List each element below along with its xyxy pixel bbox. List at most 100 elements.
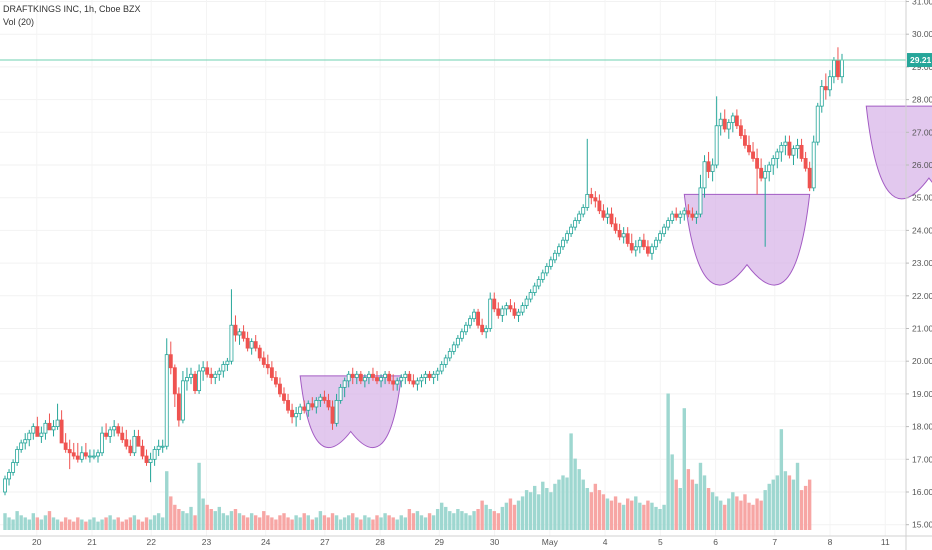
time-tick-label: 29 bbox=[435, 537, 445, 547]
volume-bar bbox=[625, 498, 630, 530]
volume-bar bbox=[532, 485, 537, 530]
cup-pattern bbox=[683, 193, 811, 286]
volume-bar bbox=[678, 488, 682, 530]
volume-bar bbox=[621, 504, 626, 530]
candle-body bbox=[83, 452, 88, 457]
candle-body bbox=[229, 324, 234, 362]
volume-bar bbox=[181, 511, 185, 530]
volume-bar bbox=[367, 517, 371, 530]
candle-body bbox=[63, 442, 68, 450]
volume-bar bbox=[80, 519, 84, 530]
price-tick-label: 27.00 bbox=[912, 127, 932, 137]
volume-bar bbox=[318, 511, 323, 530]
price-tick-label: 24.00 bbox=[912, 225, 932, 235]
price-tick-label: 25.00 bbox=[912, 193, 932, 203]
price-tick-label: 15.00 bbox=[912, 520, 932, 530]
volume-bar bbox=[779, 429, 784, 530]
candlesticks bbox=[3, 47, 844, 496]
candle-body bbox=[249, 341, 254, 349]
cup-patterns bbox=[299, 105, 932, 449]
candle-body bbox=[261, 357, 266, 365]
candle-body bbox=[92, 455, 96, 458]
volume-bar bbox=[456, 509, 460, 530]
candle-body bbox=[100, 432, 104, 454]
candle-body bbox=[451, 344, 456, 352]
volume-bar bbox=[658, 509, 662, 530]
candle-body bbox=[7, 471, 11, 480]
candle-body bbox=[71, 452, 76, 457]
candle-body bbox=[124, 439, 129, 447]
price-axis[interactable]: 31.0030.0029.0028.0027.0026.0025.0024.00… bbox=[905, 0, 932, 550]
volume-bar bbox=[383, 513, 387, 530]
time-tick-label: 6 bbox=[713, 537, 718, 547]
candle-body bbox=[528, 292, 533, 300]
candle-body bbox=[237, 331, 242, 336]
time-tick-label: 22 bbox=[146, 537, 156, 547]
volume-bar bbox=[326, 517, 331, 530]
volume-bar bbox=[160, 517, 165, 530]
volume-bar bbox=[444, 506, 448, 530]
volume-bar bbox=[213, 511, 217, 530]
last-price-tag bbox=[907, 53, 932, 68]
volume-bar bbox=[31, 513, 36, 530]
volume-bar bbox=[342, 517, 347, 530]
candle-body bbox=[87, 455, 92, 458]
volume-bar bbox=[27, 519, 31, 530]
volume-indicator-label[interactable]: Vol (20) bbox=[3, 17, 35, 27]
candle-body bbox=[613, 223, 618, 231]
volume-bar bbox=[613, 496, 618, 530]
candle-body bbox=[472, 311, 476, 320]
volume-bar bbox=[67, 519, 72, 530]
candle-body bbox=[290, 409, 295, 418]
volume-bar bbox=[464, 513, 468, 530]
volume-bar bbox=[609, 500, 614, 530]
candle-body bbox=[366, 373, 371, 378]
candle-body bbox=[666, 220, 671, 228]
candle-body bbox=[379, 377, 383, 382]
volume-bar bbox=[807, 479, 812, 530]
time-axis[interactable]: 202122232427282930May4567811121314151819 bbox=[0, 535, 932, 547]
candle-body bbox=[601, 210, 606, 218]
volume-bar bbox=[718, 500, 723, 530]
volume-bar bbox=[120, 521, 124, 530]
candle-body bbox=[322, 396, 327, 401]
volume-bar bbox=[278, 515, 282, 530]
candle-body bbox=[371, 373, 375, 378]
volume-bar bbox=[51, 517, 56, 530]
candle-body bbox=[273, 377, 278, 385]
time-tick-label: 23 bbox=[202, 537, 212, 547]
candle-body bbox=[791, 148, 796, 156]
candle-body bbox=[148, 458, 153, 463]
candle-body bbox=[257, 347, 262, 359]
candle-body bbox=[185, 377, 189, 382]
volume-bar bbox=[282, 513, 286, 530]
volume-bar bbox=[714, 496, 719, 530]
candle-body bbox=[573, 220, 578, 228]
volume-bar bbox=[11, 519, 15, 530]
candle-body bbox=[282, 393, 286, 401]
candle-body bbox=[807, 167, 812, 189]
volume-bar bbox=[274, 519, 278, 530]
candle-body bbox=[310, 403, 315, 408]
candle-body bbox=[496, 308, 501, 316]
candle-body bbox=[743, 135, 747, 146]
candle-body bbox=[767, 164, 772, 172]
candle-body bbox=[799, 144, 804, 159]
volume-bar bbox=[55, 519, 60, 530]
candle-body bbox=[552, 252, 557, 261]
candle-body bbox=[241, 331, 246, 339]
overlay-drawings bbox=[0, 59, 906, 61]
volume-bar bbox=[233, 509, 238, 530]
volume-bar bbox=[136, 519, 141, 530]
candle-body bbox=[779, 144, 784, 153]
volume-bar bbox=[132, 515, 137, 530]
volume-bar bbox=[363, 515, 367, 530]
volume-bar bbox=[72, 521, 76, 530]
volume-bar bbox=[427, 513, 432, 530]
candle-body bbox=[710, 164, 715, 172]
candle-body bbox=[702, 161, 707, 189]
candle-body bbox=[375, 377, 379, 382]
candle-body bbox=[269, 367, 274, 378]
candle-body bbox=[419, 377, 424, 382]
